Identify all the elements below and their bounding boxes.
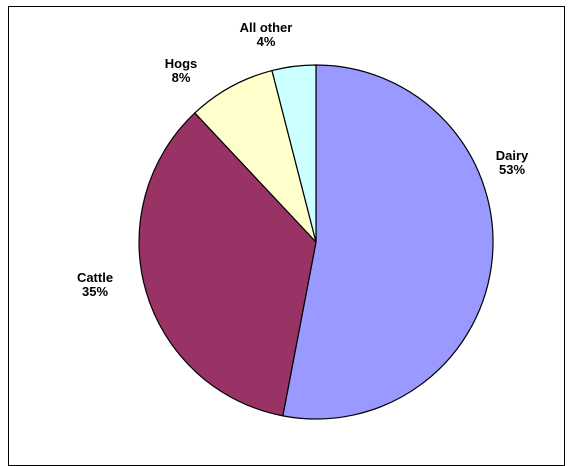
pie-chart: Dairy 53% Cattle 35% Hogs 8% All other 4% <box>77 20 529 420</box>
slice-hogs <box>193 69 317 243</box>
slice-dairy <box>282 64 494 420</box>
chart-area: Dairy 53% Cattle 35% Hogs 8% All other 4% <box>8 6 565 466</box>
slice-label-cattle: Cattle 35% <box>77 270 113 299</box>
slice-cattle <box>138 112 317 417</box>
slice-labels: Dairy 53% Cattle 35% Hogs 8% All other 4% <box>77 20 529 299</box>
slice-category-hogs: Hogs <box>165 56 198 71</box>
slice-all-other <box>271 64 317 243</box>
pie-slices <box>138 64 494 420</box>
slice-category-dairy: Dairy <box>496 148 529 163</box>
slice-percent-hogs: 8% <box>172 70 191 85</box>
slice-label-dairy: Dairy 53% <box>496 148 529 177</box>
slice-category-all-other: All other <box>240 20 293 35</box>
slice-percent-all-other: 4% <box>257 34 276 49</box>
slice-label-all-other: All other 4% <box>240 20 293 49</box>
slice-label-hogs: Hogs 8% <box>165 56 198 85</box>
slice-percent-dairy: 53% <box>499 162 525 177</box>
slice-category-cattle: Cattle <box>77 270 113 285</box>
slice-percent-cattle: 35% <box>82 284 108 299</box>
